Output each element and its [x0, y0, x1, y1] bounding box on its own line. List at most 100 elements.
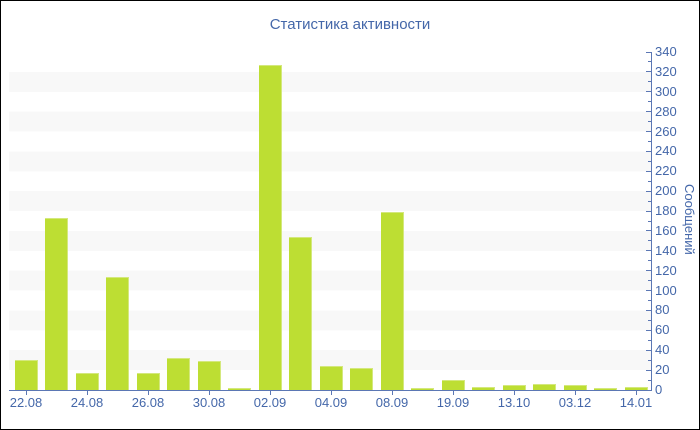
x-tick: [148, 391, 149, 395]
y-major-tick: [646, 329, 651, 331]
x-tick-label: 24.08: [70, 395, 104, 410]
y-axis-title: Сообщений: [682, 184, 697, 255]
x-tick: [26, 391, 27, 395]
x-axis-line: [9, 390, 652, 391]
y-major-tick: [646, 230, 651, 232]
x-tick: [636, 391, 637, 395]
bar-1: [45, 218, 68, 390]
x-tick-label: 19.09: [436, 395, 470, 410]
y-tick-label: 300: [655, 83, 677, 99]
y-tick-label: 320: [655, 63, 677, 79]
y-tick-label: 220: [655, 163, 677, 179]
x-tick-label: 08.09: [375, 395, 409, 410]
y-tick-label: 200: [655, 183, 677, 199]
y-major-tick: [646, 71, 651, 73]
bar-10: [319, 366, 343, 390]
y-minor-tick: [648, 379, 651, 381]
y-minor-tick: [648, 160, 651, 162]
y-major-tick: [646, 309, 651, 311]
y-minor-tick: [648, 280, 651, 282]
bar-2: [75, 373, 99, 390]
y-major-tick: [646, 150, 651, 152]
y-tick-label: 40: [655, 342, 670, 358]
bar-17: [533, 384, 556, 390]
y-major-tick: [646, 51, 651, 53]
y-major-tick: [646, 210, 651, 212]
x-tick: [453, 391, 454, 395]
y-minor-tick: [648, 260, 651, 262]
x-tick: [209, 391, 210, 395]
y-minor-tick: [648, 240, 651, 242]
x-tick-label: 13.10: [497, 395, 531, 410]
y-minor-tick: [648, 339, 651, 341]
bar-18: [563, 385, 587, 390]
y-tick-label: 280: [655, 103, 677, 119]
bar-16: [502, 385, 526, 390]
y-tick-label: 20: [655, 362, 670, 378]
bar-13: [411, 388, 434, 390]
y-minor-tick: [648, 220, 651, 222]
y-minor-tick: [648, 101, 651, 103]
y-tick-label: 120: [655, 262, 677, 278]
bar-19: [594, 388, 617, 390]
y-major-tick: [646, 170, 651, 172]
y-major-tick: [646, 349, 651, 351]
y-tick-label: 60: [655, 322, 670, 338]
y-minor-tick: [648, 300, 651, 302]
y-tick-label: 100: [655, 282, 677, 298]
y-major-tick: [646, 270, 651, 272]
y-major-tick: [646, 111, 651, 113]
x-tick: [270, 391, 271, 395]
x-tick: [514, 391, 515, 395]
y-major-tick: [646, 389, 651, 391]
x-tick: [392, 391, 393, 395]
y-major-tick: [646, 290, 651, 292]
x-tick-label: 03.12: [558, 395, 592, 410]
chart-title: Статистика активности: [269, 16, 431, 33]
bar-11: [350, 368, 373, 390]
y-minor-tick: [648, 140, 651, 142]
y-minor-tick: [648, 61, 651, 63]
x-tick-label: 26.08: [131, 395, 165, 410]
x-tick-label: 02.09: [253, 395, 287, 410]
y-tick-label: 340: [655, 44, 677, 59]
bar-9: [289, 236, 312, 390]
x-tick: [575, 391, 576, 395]
y-minor-tick: [648, 81, 651, 83]
x-tick-label: 30.08: [192, 395, 226, 410]
y-minor-tick: [648, 319, 651, 321]
y-tick-label: 0: [655, 382, 663, 397]
x-tick-label: 04.09: [314, 395, 348, 410]
bar-5: [167, 358, 190, 390]
y-minor-tick: [648, 180, 651, 182]
y-tick-label: 240: [655, 143, 677, 159]
x-tick: [87, 391, 88, 395]
y-minor-tick: [648, 121, 651, 123]
bar-20: [624, 387, 648, 390]
bar-6: [197, 361, 221, 390]
bar-12: [380, 212, 404, 390]
x-tick-label: 14.01: [619, 395, 653, 410]
y-major-tick: [646, 250, 651, 252]
y-tick-label: 80: [655, 302, 670, 318]
y-axis-line: [651, 52, 652, 391]
y-tick-label: 160: [655, 222, 677, 238]
bar-3: [106, 276, 129, 390]
y-tick-label: 260: [655, 123, 677, 139]
bar-7: [228, 388, 251, 390]
y-minor-tick: [648, 359, 651, 361]
y-major-tick: [646, 190, 651, 192]
plot-area: [9, 52, 651, 390]
bar-4: [136, 373, 160, 390]
bar-15: [472, 387, 495, 390]
x-tick-label: 22.08: [9, 395, 43, 410]
y-tick-label: 140: [655, 242, 677, 258]
y-tick-label: 180: [655, 203, 677, 219]
y-minor-tick: [648, 200, 651, 202]
bar-14: [441, 380, 465, 390]
y-major-tick: [646, 131, 651, 133]
y-major-tick: [646, 91, 651, 93]
bar-8: [258, 64, 282, 390]
bar-0: [14, 360, 38, 390]
